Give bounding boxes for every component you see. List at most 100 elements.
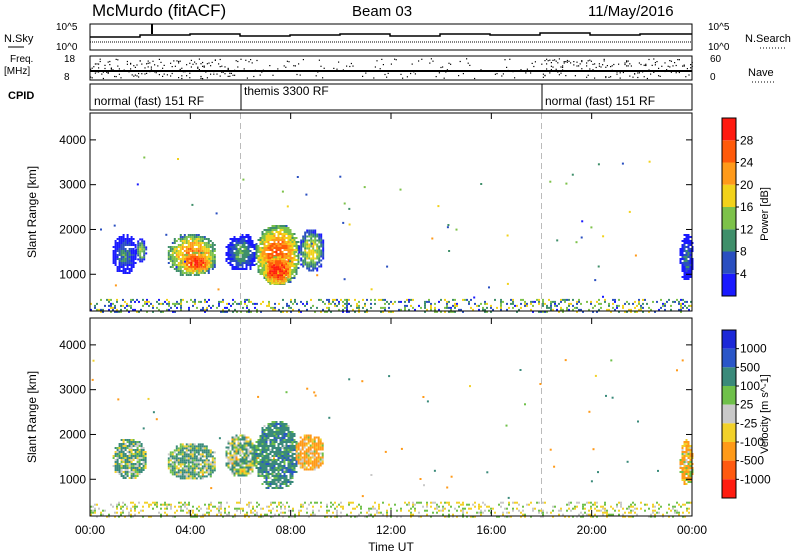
ground-scatter-cell [252,505,254,508]
ground-scatter-cell [104,304,106,307]
scatter-cell [181,447,184,450]
ground-scatter-cell [638,308,640,311]
scatter-cell [311,464,314,467]
scatter-cell [243,244,246,246]
ground-scatter-cell [370,306,372,309]
scatter-cell [271,261,274,263]
ground-scatter-cell [412,503,414,506]
scatter-cell [245,462,248,465]
scatter-cell [309,450,312,453]
scatter-cell [271,469,274,471]
ground-scatter-cell [662,304,664,307]
ground-scatter-cell [334,298,336,301]
scatter-cell [302,239,305,242]
nave-point [563,61,565,63]
nave-point [184,71,186,73]
nave-point [94,72,96,74]
scatter-cell [681,240,684,242]
scatter-cell [279,249,282,251]
scatter-cell [183,264,186,266]
scatter-cell [188,267,191,270]
ground-scatter-cell [430,304,432,307]
scatter-cell [321,456,324,459]
scatter-cell [142,465,145,467]
ground-scatter-cell [424,306,426,309]
scatter-cell [281,276,284,279]
scatter-cell [263,435,266,437]
ground-scatter-cell [262,515,264,518]
scatter-cell [271,231,274,233]
scatter-cell [205,469,208,472]
scatter-cell [173,459,176,462]
nave-point [338,61,340,63]
scatter-cell [235,246,238,248]
scatter-cell [122,246,125,248]
scatter-cell [171,266,174,268]
scatter-cell [205,455,208,458]
scatter-cell [114,242,117,244]
ground-scatter-cell [118,503,120,506]
nave-point [107,71,109,73]
scatter-cell [257,239,260,241]
scatter-cell [273,463,276,465]
scatter-cell [279,449,282,451]
ground-scatter-cell [614,308,616,311]
velocity-panel-bg [90,318,692,516]
scatter-cell [283,479,286,481]
scatter-cell [243,236,246,238]
ground-scatter-cell [206,306,208,309]
scatter-cell [308,235,311,238]
scatter-cell [195,473,198,476]
nave-point [374,66,376,68]
scatter-cell [683,238,686,240]
scatter-cell [245,464,248,467]
scatter-cell [304,255,307,258]
ground-scatter-cell [166,505,168,508]
nave-point [104,64,106,66]
scatter-cell [306,255,309,258]
scatter-cell [275,272,278,275]
nave-point [546,68,548,70]
scatter-cell [277,469,280,471]
ground-scatter-cell [544,310,546,313]
scatter-cell [281,451,284,453]
ground-scatter-cell [208,507,210,510]
scatter-cell [304,241,307,244]
ground-scatter-cell [588,308,590,311]
nave-point [464,70,466,72]
scatter-cell [305,454,308,457]
scatter-cell [310,251,313,254]
scatter-cell [281,229,284,231]
scatter-cell [237,240,240,242]
scatter-cell [279,483,282,485]
scatter-cell [265,445,268,447]
scatter-cell [138,451,141,453]
nave-point [90,76,92,78]
scatter-cell [140,469,143,471]
scatter-cell [289,463,292,465]
nave-point [395,59,397,61]
scatter-cell [134,453,137,455]
ground-scatter-cell [542,310,544,313]
scatter-cell [245,240,248,242]
scatter-cell [190,255,193,258]
nave-point [670,71,672,73]
scatter-cell [287,449,290,451]
scatter-cell [287,433,290,435]
ground-scatter-cell [100,298,102,301]
ground-scatter-cell [180,507,182,510]
scatter-cell [137,244,140,247]
scatter-cell [313,438,316,441]
scatter-cell [171,260,174,262]
ground-scatter-cell [490,306,492,309]
nave-point [669,66,671,68]
scatter-cell [233,246,236,248]
scatter-cell [271,421,274,423]
scatter-cell [179,272,182,274]
scatter-cell [269,427,272,429]
ground-scatter-cell [454,306,456,309]
scatter-cell [140,463,143,465]
ground-scatter-cell [358,306,360,309]
scatter-cell [211,459,214,462]
nave-point [480,69,482,71]
